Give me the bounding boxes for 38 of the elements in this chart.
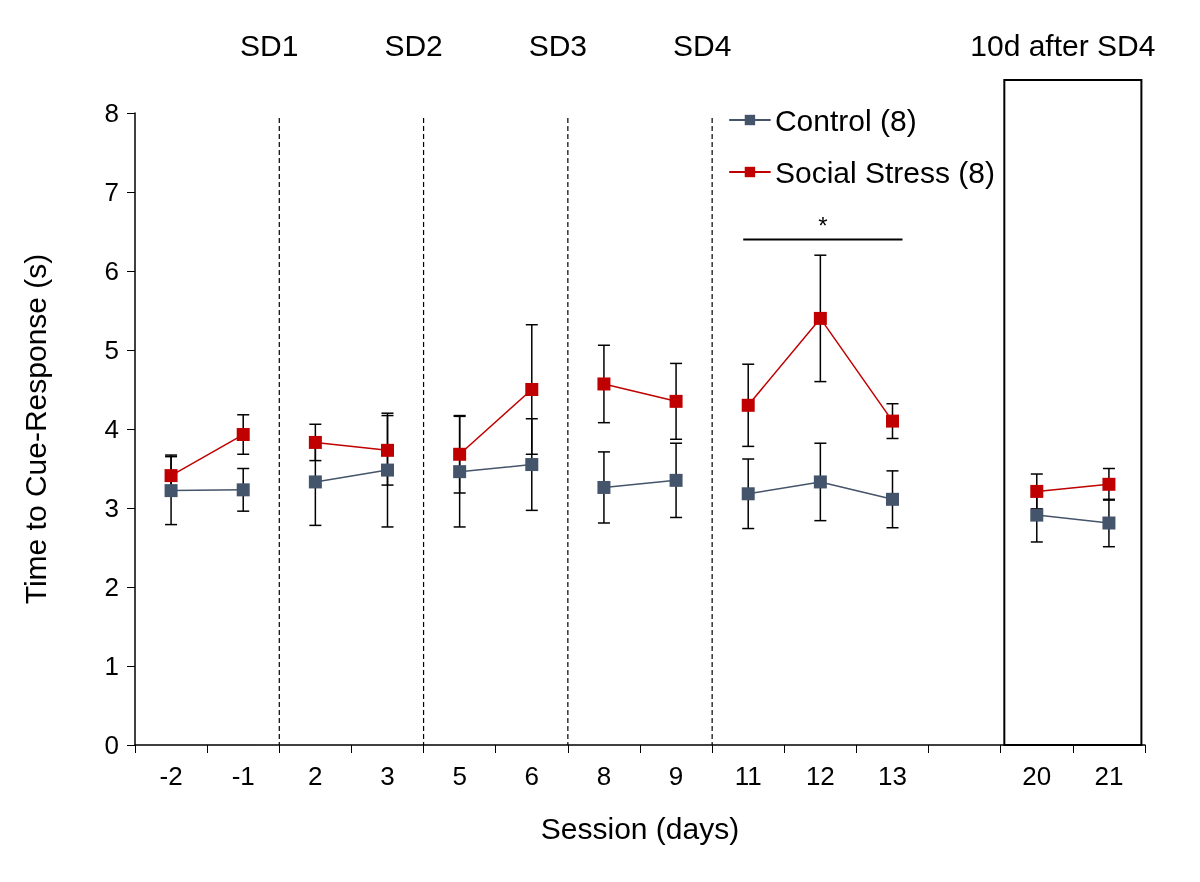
annotation: * bbox=[818, 211, 828, 239]
y-axis-title: Time to Cue-Response (s) bbox=[18, 253, 52, 605]
x-axis-title: Session (days) bbox=[540, 811, 740, 845]
legend-label: Control (8) bbox=[774, 103, 917, 137]
y-tick-label: 8 bbox=[104, 98, 119, 128]
x-tick-label: 3 bbox=[380, 761, 395, 791]
text: SD1 bbox=[240, 28, 299, 62]
y-tick-label: 1 bbox=[104, 651, 119, 681]
x-tick-label: 5 bbox=[452, 761, 467, 791]
x-tick-label: 2 bbox=[308, 761, 323, 791]
y-tick-label: 5 bbox=[104, 335, 119, 365]
x-tick-label: 13 bbox=[878, 761, 907, 791]
x-tick-label: 20 bbox=[1022, 761, 1052, 791]
point bbox=[1102, 516, 1116, 530]
point bbox=[1102, 477, 1116, 491]
point bbox=[164, 484, 178, 498]
x-tick-label: -2 bbox=[159, 761, 183, 791]
x-tick-label: 8 bbox=[596, 761, 612, 791]
y-tick-label: 4 bbox=[104, 414, 119, 444]
text: SD3 bbox=[528, 28, 588, 62]
legend-label: Social Stress (8) bbox=[774, 155, 996, 189]
y-tick-label: 0 bbox=[104, 730, 119, 760]
x-tick-label: 21 bbox=[1094, 761, 1124, 791]
text: 10d after SD4 bbox=[970, 28, 1156, 62]
x-tick-label: 6 bbox=[524, 761, 540, 791]
x-tick-label: -1 bbox=[231, 761, 255, 791]
y-tick-label: 6 bbox=[104, 256, 119, 286]
y-tick-label: 2 bbox=[104, 572, 119, 602]
point bbox=[1030, 484, 1044, 498]
x-tick-label: 12 bbox=[805, 761, 835, 791]
y-tick-label: 3 bbox=[104, 493, 119, 523]
x-tick-label: 9 bbox=[668, 761, 684, 791]
point bbox=[1030, 508, 1044, 522]
point bbox=[236, 483, 250, 497]
text: SD4 bbox=[672, 28, 732, 62]
text: SD2 bbox=[384, 28, 443, 62]
x-tick-label: 11 bbox=[734, 761, 762, 791]
y-tick-label: 7 bbox=[104, 177, 119, 207]
